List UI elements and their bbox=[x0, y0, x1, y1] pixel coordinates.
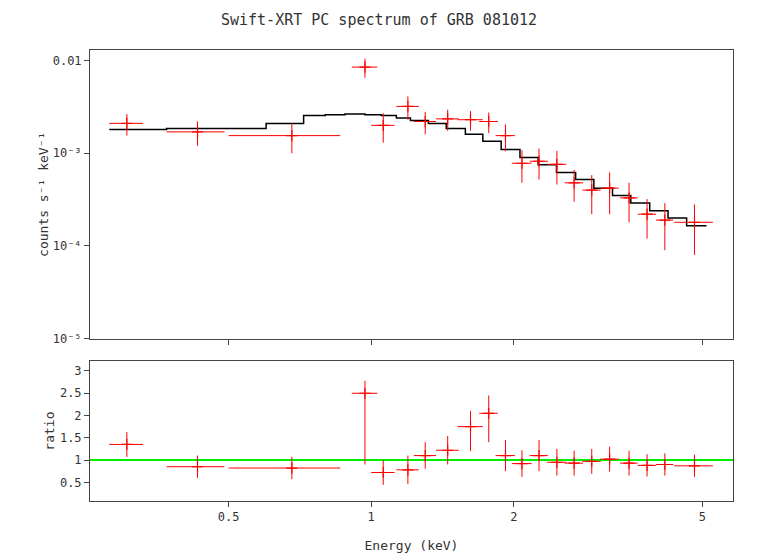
svg-text:Swift-XRT PC spectrum of GRB 0: Swift-XRT PC spectrum of GRB 081012 bbox=[221, 11, 537, 29]
svg-text:1.5: 1.5 bbox=[60, 431, 82, 445]
svg-text:1: 1 bbox=[368, 510, 375, 524]
svg-text:0.5: 0.5 bbox=[218, 510, 240, 524]
svg-text:0.01: 0.01 bbox=[53, 54, 82, 68]
svg-text:10⁻⁴: 10⁻⁴ bbox=[53, 239, 82, 253]
svg-text:2: 2 bbox=[74, 409, 81, 423]
svg-text:counts s⁻¹ keV⁻¹: counts s⁻¹ keV⁻¹ bbox=[36, 132, 51, 257]
svg-text:10⁻⁵: 10⁻⁵ bbox=[53, 332, 82, 346]
svg-text:ratio: ratio bbox=[42, 412, 57, 451]
svg-text:1: 1 bbox=[74, 453, 81, 467]
svg-text:3: 3 bbox=[74, 364, 81, 378]
svg-text:2.5: 2.5 bbox=[60, 386, 82, 400]
svg-text:2: 2 bbox=[510, 510, 517, 524]
svg-text:Energy (keV): Energy (keV) bbox=[365, 538, 459, 553]
svg-text:5: 5 bbox=[699, 510, 706, 524]
svg-text:10⁻³: 10⁻³ bbox=[53, 146, 82, 160]
svg-text:0.5: 0.5 bbox=[60, 476, 82, 490]
